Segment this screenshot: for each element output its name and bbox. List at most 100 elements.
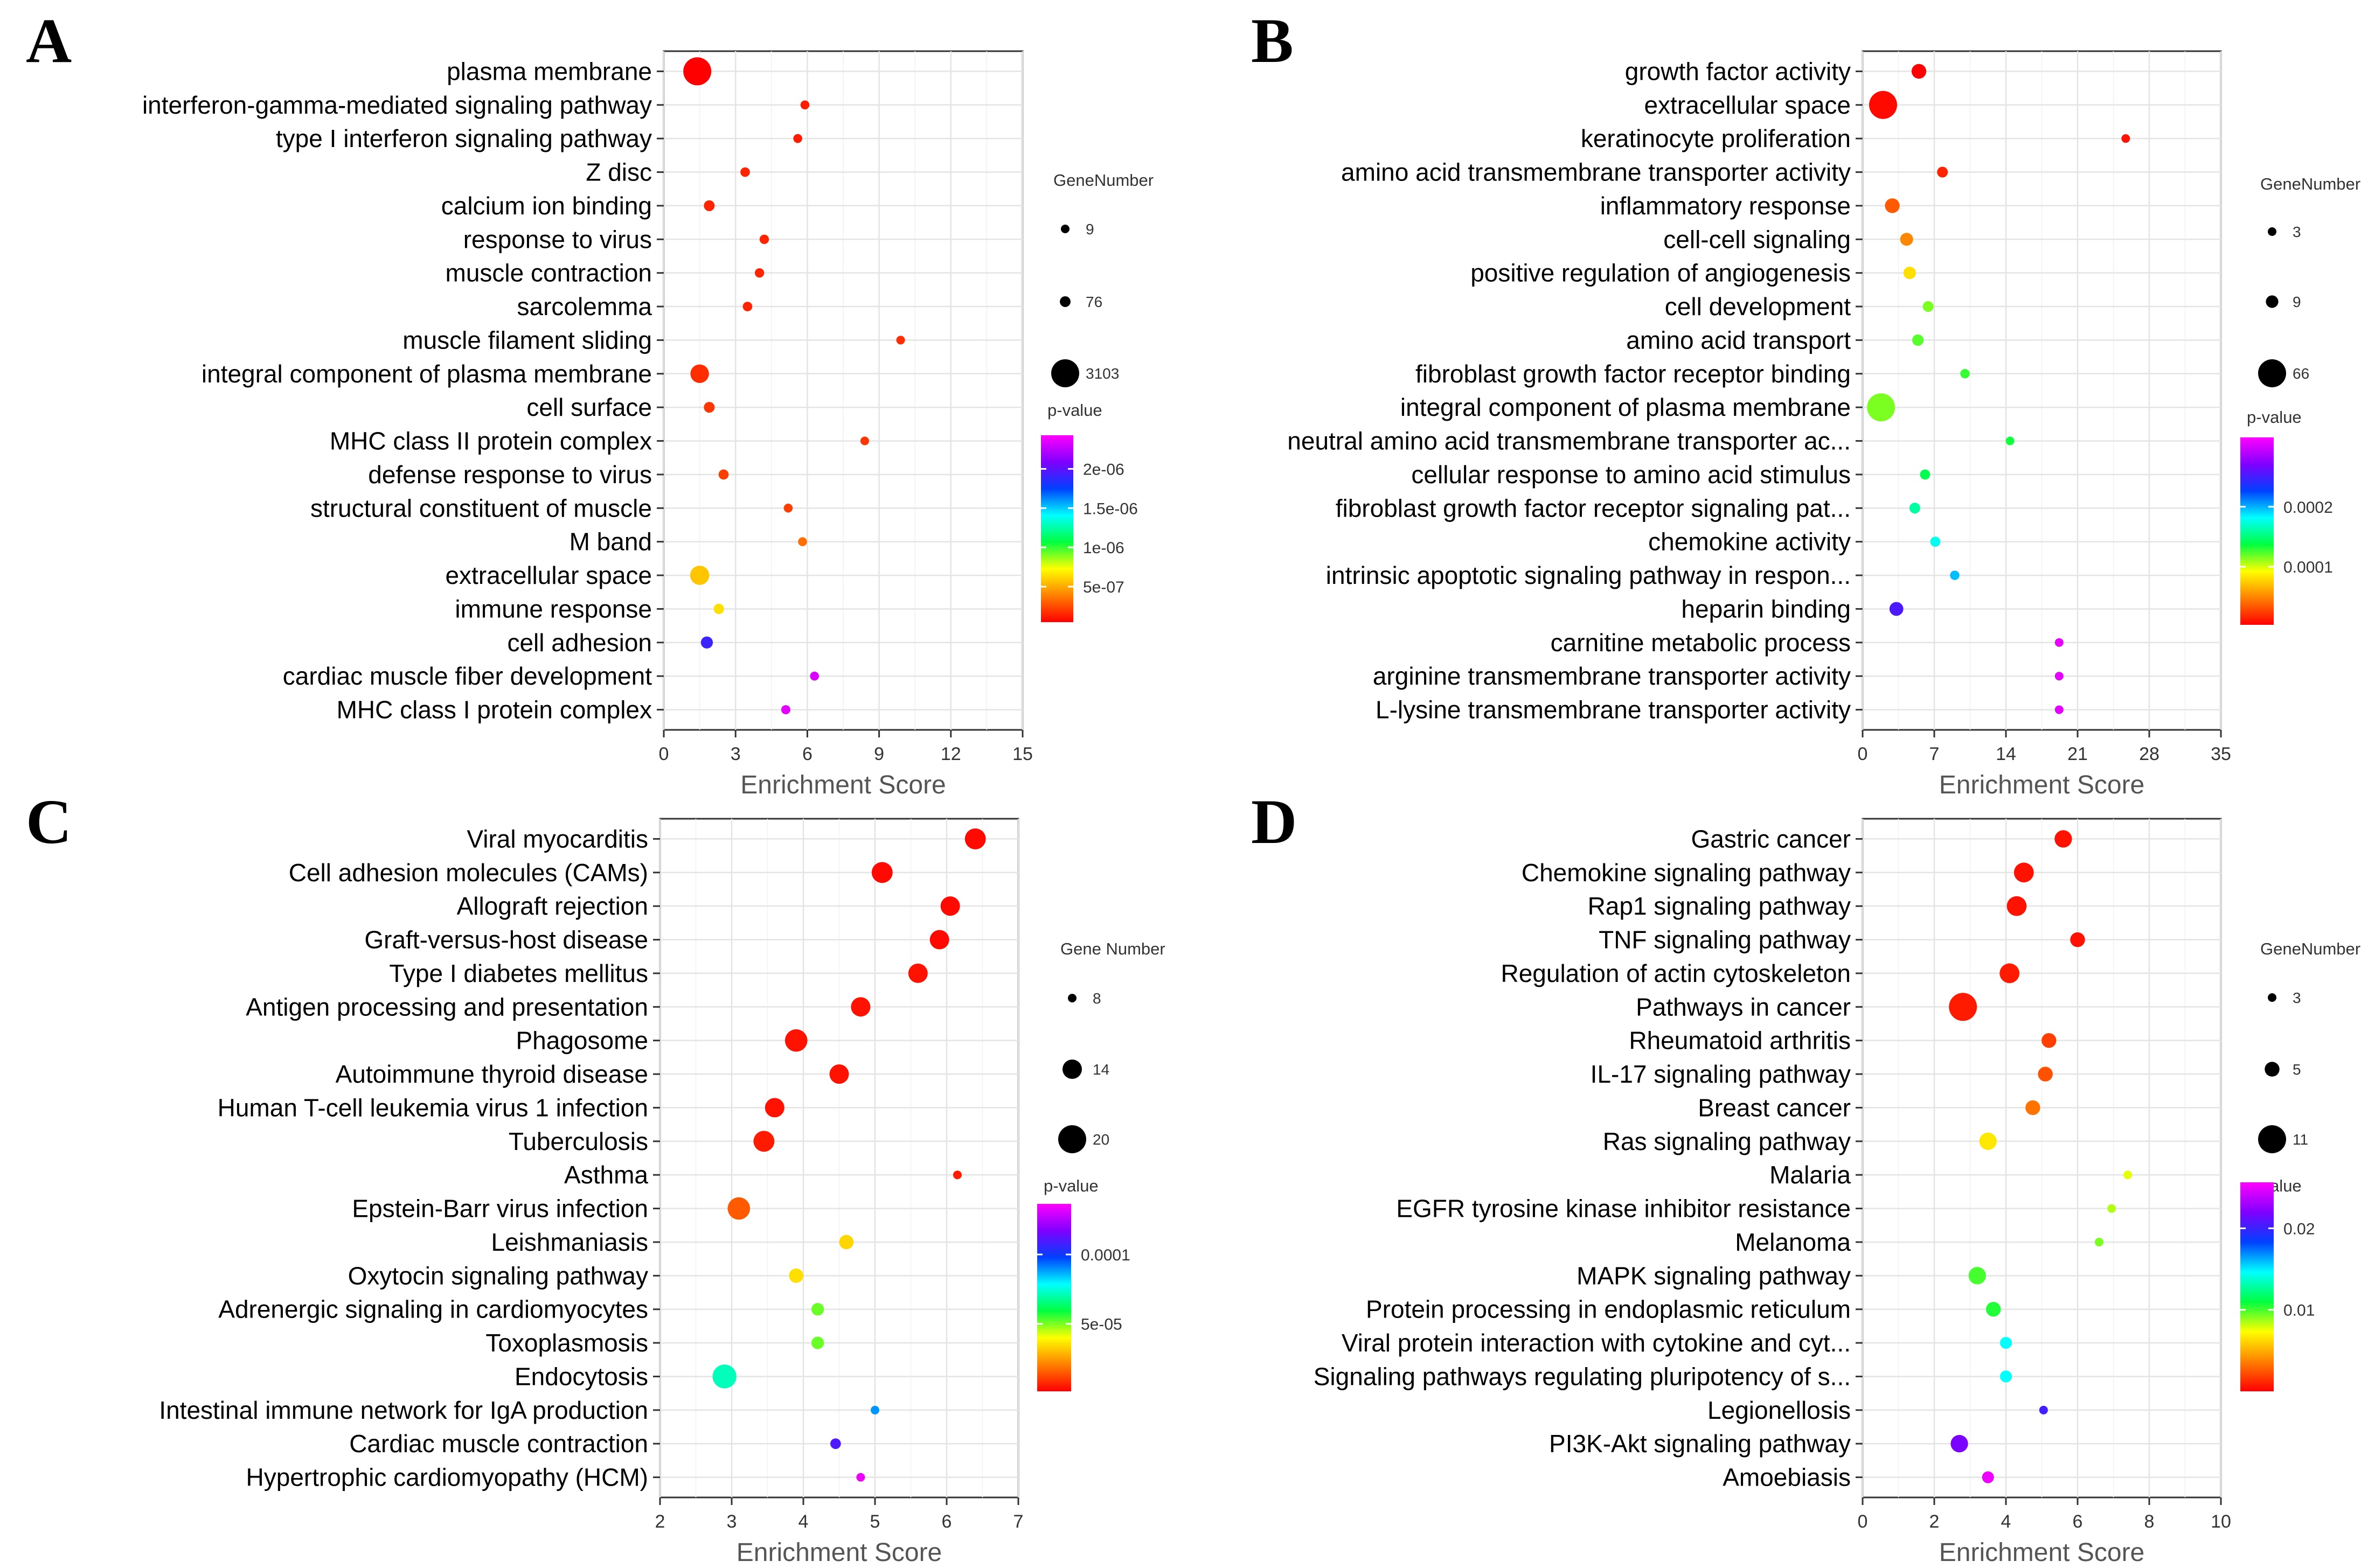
- term-point: [718, 469, 729, 480]
- term-point: [793, 134, 802, 143]
- color-bar-label: 0.0002: [2283, 499, 2333, 517]
- color-bar-label: 5e-07: [1083, 579, 1124, 596]
- term-label: cell adhesion: [507, 629, 652, 657]
- term-point: [1867, 393, 1895, 422]
- term-point: [929, 930, 949, 950]
- term-point: [2038, 1067, 2053, 1082]
- term-label: Cell adhesion molecules (CAMs): [289, 859, 648, 887]
- term-point: [851, 997, 871, 1017]
- term-label: integral component of plasma membrane: [1400, 393, 1851, 421]
- term-point: [860, 436, 870, 445]
- color-bar-label: 0.02: [2283, 1220, 2315, 1238]
- term-point: [759, 234, 769, 244]
- term-label: M band: [570, 528, 652, 556]
- term-label: Epstein-Barr virus infection: [352, 1195, 648, 1223]
- term-label: amino acid transport: [1626, 326, 1851, 354]
- x-tick-label: 2: [1929, 1511, 1940, 1532]
- x-tick-label: 5: [870, 1511, 880, 1532]
- term-point: [1968, 1267, 1986, 1285]
- term-point: [1889, 602, 1904, 616]
- color-legend-title: p-value: [1047, 401, 1102, 420]
- term-label: Breast cancer: [1698, 1093, 1851, 1121]
- term-point: [1903, 267, 1916, 280]
- term-label: positive regulation of angiogenesis: [1470, 259, 1851, 287]
- x-tick-label: 3: [727, 1511, 737, 1532]
- term-point: [1937, 166, 1948, 178]
- color-bar-label: 2e-06: [1083, 461, 1124, 478]
- x-tick-label: 2: [655, 1511, 665, 1532]
- term-point: [1999, 1337, 2012, 1349]
- term-point: [683, 57, 712, 86]
- size-legend-dot: [2268, 993, 2276, 1002]
- term-point: [690, 566, 710, 585]
- term-label: interferon-gamma-mediated signaling path…: [142, 91, 652, 119]
- size-legend-dot: [1068, 994, 1077, 1002]
- size-legend-label: 5: [2293, 1061, 2301, 1078]
- term-point: [964, 828, 986, 849]
- x-tick-label: 4: [2001, 1511, 2011, 1532]
- term-label: neutral amino acid transmembrane transpo…: [1287, 427, 1851, 455]
- x-tick-label: 4: [798, 1511, 809, 1532]
- size-legend-dot: [2266, 295, 2279, 308]
- x-tick-label: 8: [2144, 1511, 2155, 1532]
- term-point: [1922, 301, 1934, 312]
- term-label: cell-cell signaling: [1663, 225, 1851, 253]
- term-label: Asthma: [564, 1161, 648, 1189]
- term-label: Malaria: [1769, 1161, 1851, 1189]
- term-point: [2054, 638, 2064, 647]
- x-axis-title: Enrichment Score: [1939, 771, 2145, 799]
- term-label: muscle filament sliding: [402, 326, 652, 354]
- panel-letter: B: [1251, 5, 1294, 76]
- x-tick-label: 7: [1929, 744, 1940, 764]
- term-point: [1885, 198, 1900, 213]
- term-point: [871, 1405, 879, 1414]
- term-point: [1960, 369, 1970, 379]
- term-point: [1911, 64, 1927, 79]
- term-label: defense response to virus: [368, 461, 652, 489]
- term-label: Amoebiasis: [1723, 1464, 1851, 1492]
- x-tick-label: 15: [1012, 744, 1033, 764]
- term-label: Graft-versus-host disease: [364, 926, 648, 954]
- term-label: Legionellosis: [1707, 1396, 1851, 1424]
- color-bar: [1041, 435, 1073, 622]
- term-point: [2054, 672, 2064, 681]
- size-legend-dot: [1051, 359, 1079, 387]
- term-point: [810, 671, 820, 681]
- panel-letter: D: [1251, 786, 1297, 857]
- term-point: [800, 100, 810, 110]
- term-point: [2013, 862, 2034, 883]
- x-tick-label: 6: [802, 744, 813, 764]
- term-label: Type I diabetes mellitus: [389, 959, 648, 987]
- term-label: Z disc: [586, 158, 652, 186]
- term-label: Viral myocarditis: [467, 825, 648, 853]
- color-bar-label: 1.5e-06: [1083, 500, 1138, 518]
- term-label: Autoimmune thyroid disease: [336, 1060, 648, 1088]
- term-point: [940, 896, 960, 916]
- term-point: [2054, 705, 2064, 714]
- size-legend-label: 8: [1093, 990, 1101, 1007]
- term-label: Signaling pathways regulating pluripoten…: [1314, 1362, 1851, 1390]
- color-legend-title: p-value: [2247, 408, 2302, 427]
- term-label: IL-17 signaling pathway: [1591, 1060, 1851, 1088]
- term-point: [783, 504, 793, 513]
- x-tick-label: 0: [1858, 744, 1868, 764]
- term-label: Chemokine signaling pathway: [1522, 859, 1851, 887]
- term-label: Phagosome: [516, 1027, 649, 1055]
- term-point: [1949, 993, 1977, 1021]
- x-tick-label: 6: [2073, 1511, 2083, 1532]
- term-label: keratinocyte proliferation: [1581, 124, 1851, 152]
- color-legend-title: p-value: [1044, 1176, 1099, 1195]
- size-legend-title: Gene Number: [1060, 939, 1165, 958]
- x-tick-label: 7: [1013, 1511, 1024, 1532]
- term-point: [829, 1064, 849, 1084]
- term-point: [811, 1336, 824, 1349]
- size-legend-title: GeneNumber: [1053, 171, 1154, 190]
- size-legend-title: GeneNumber: [2260, 939, 2360, 958]
- term-point: [1982, 1471, 1994, 1483]
- term-label: type I interferon signaling pathway: [276, 124, 652, 152]
- term-label: TNF signaling pathway: [1599, 926, 1851, 954]
- term-point: [811, 1303, 824, 1316]
- size-legend-label: 66: [2293, 365, 2309, 382]
- term-point: [753, 1131, 775, 1152]
